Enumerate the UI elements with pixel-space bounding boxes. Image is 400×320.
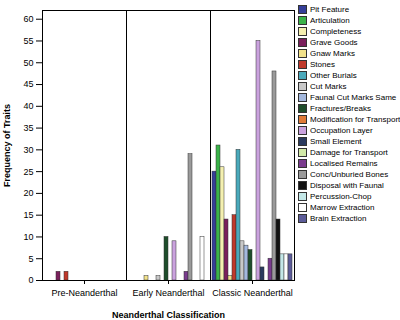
- html-text:Localised Remains: Localised Remains: [310, 159, 378, 168]
- svg-text:15: 15: [23, 210, 33, 220]
- html-text:Articulation: Articulation: [310, 16, 350, 25]
- svg-text:45: 45: [23, 79, 33, 89]
- html-text:Modification for Transport: Modification for Transport: [310, 115, 400, 124]
- svg-text:40: 40: [23, 101, 33, 111]
- svg-text:Classic Neanderthal: Classic Neanderthal: [212, 288, 293, 298]
- svg-text:Early Neanderthal: Early Neanderthal: [132, 288, 204, 298]
- svg-text:25: 25: [23, 167, 33, 177]
- svg-text:30: 30: [23, 145, 33, 155]
- svg-text:Neanderthal Classification: Neanderthal Classification: [112, 310, 225, 320]
- html-text:Other Burials: Other Burials: [310, 71, 357, 80]
- svg-text:Pre-Neanderthal: Pre-Neanderthal: [51, 288, 117, 298]
- html-text:Occupation Layer: Occupation Layer: [310, 126, 373, 135]
- html-text:Faunal Cut Marks Same: Faunal Cut Marks Same: [310, 93, 397, 102]
- svg-text:50: 50: [23, 58, 33, 68]
- html-text:Cut Marks: Cut Marks: [310, 82, 347, 91]
- html-text:Pit Feature: Pit Feature: [310, 5, 350, 14]
- html-text:Stones: Stones: [310, 60, 335, 69]
- svg-text:60: 60: [23, 14, 33, 24]
- html-text:Damage for Transport: Damage for Transport: [310, 148, 388, 157]
- svg-text:5: 5: [28, 254, 33, 264]
- html-text:Brain Extraction: Brain Extraction: [310, 214, 367, 223]
- html-text:Completeness: Completeness: [310, 27, 362, 36]
- svg-text:20: 20: [23, 188, 33, 198]
- svg-text:35: 35: [23, 123, 33, 133]
- html-text:Marrow Extraction: Marrow Extraction: [310, 203, 375, 212]
- html-text:Percussion-Chop: Percussion-Chop: [310, 192, 372, 201]
- html-text:Conc/Unburied Bones: Conc/Unburied Bones: [310, 170, 389, 179]
- html-text:Fractures/Breaks: Fractures/Breaks: [310, 104, 371, 113]
- svg-text:55: 55: [23, 36, 33, 46]
- html-text:Disposal with Faunal: Disposal with Faunal: [310, 181, 384, 190]
- html-text:Grave Goods: Grave Goods: [310, 38, 358, 47]
- svg-text:0: 0: [28, 275, 33, 285]
- svg-text:Frequency of Traits: Frequency of Traits: [2, 104, 12, 187]
- svg-text:10: 10: [23, 232, 33, 242]
- html-text:Gnaw Marks: Gnaw Marks: [310, 49, 355, 58]
- html-text:Small Element: Small Element: [310, 137, 362, 146]
